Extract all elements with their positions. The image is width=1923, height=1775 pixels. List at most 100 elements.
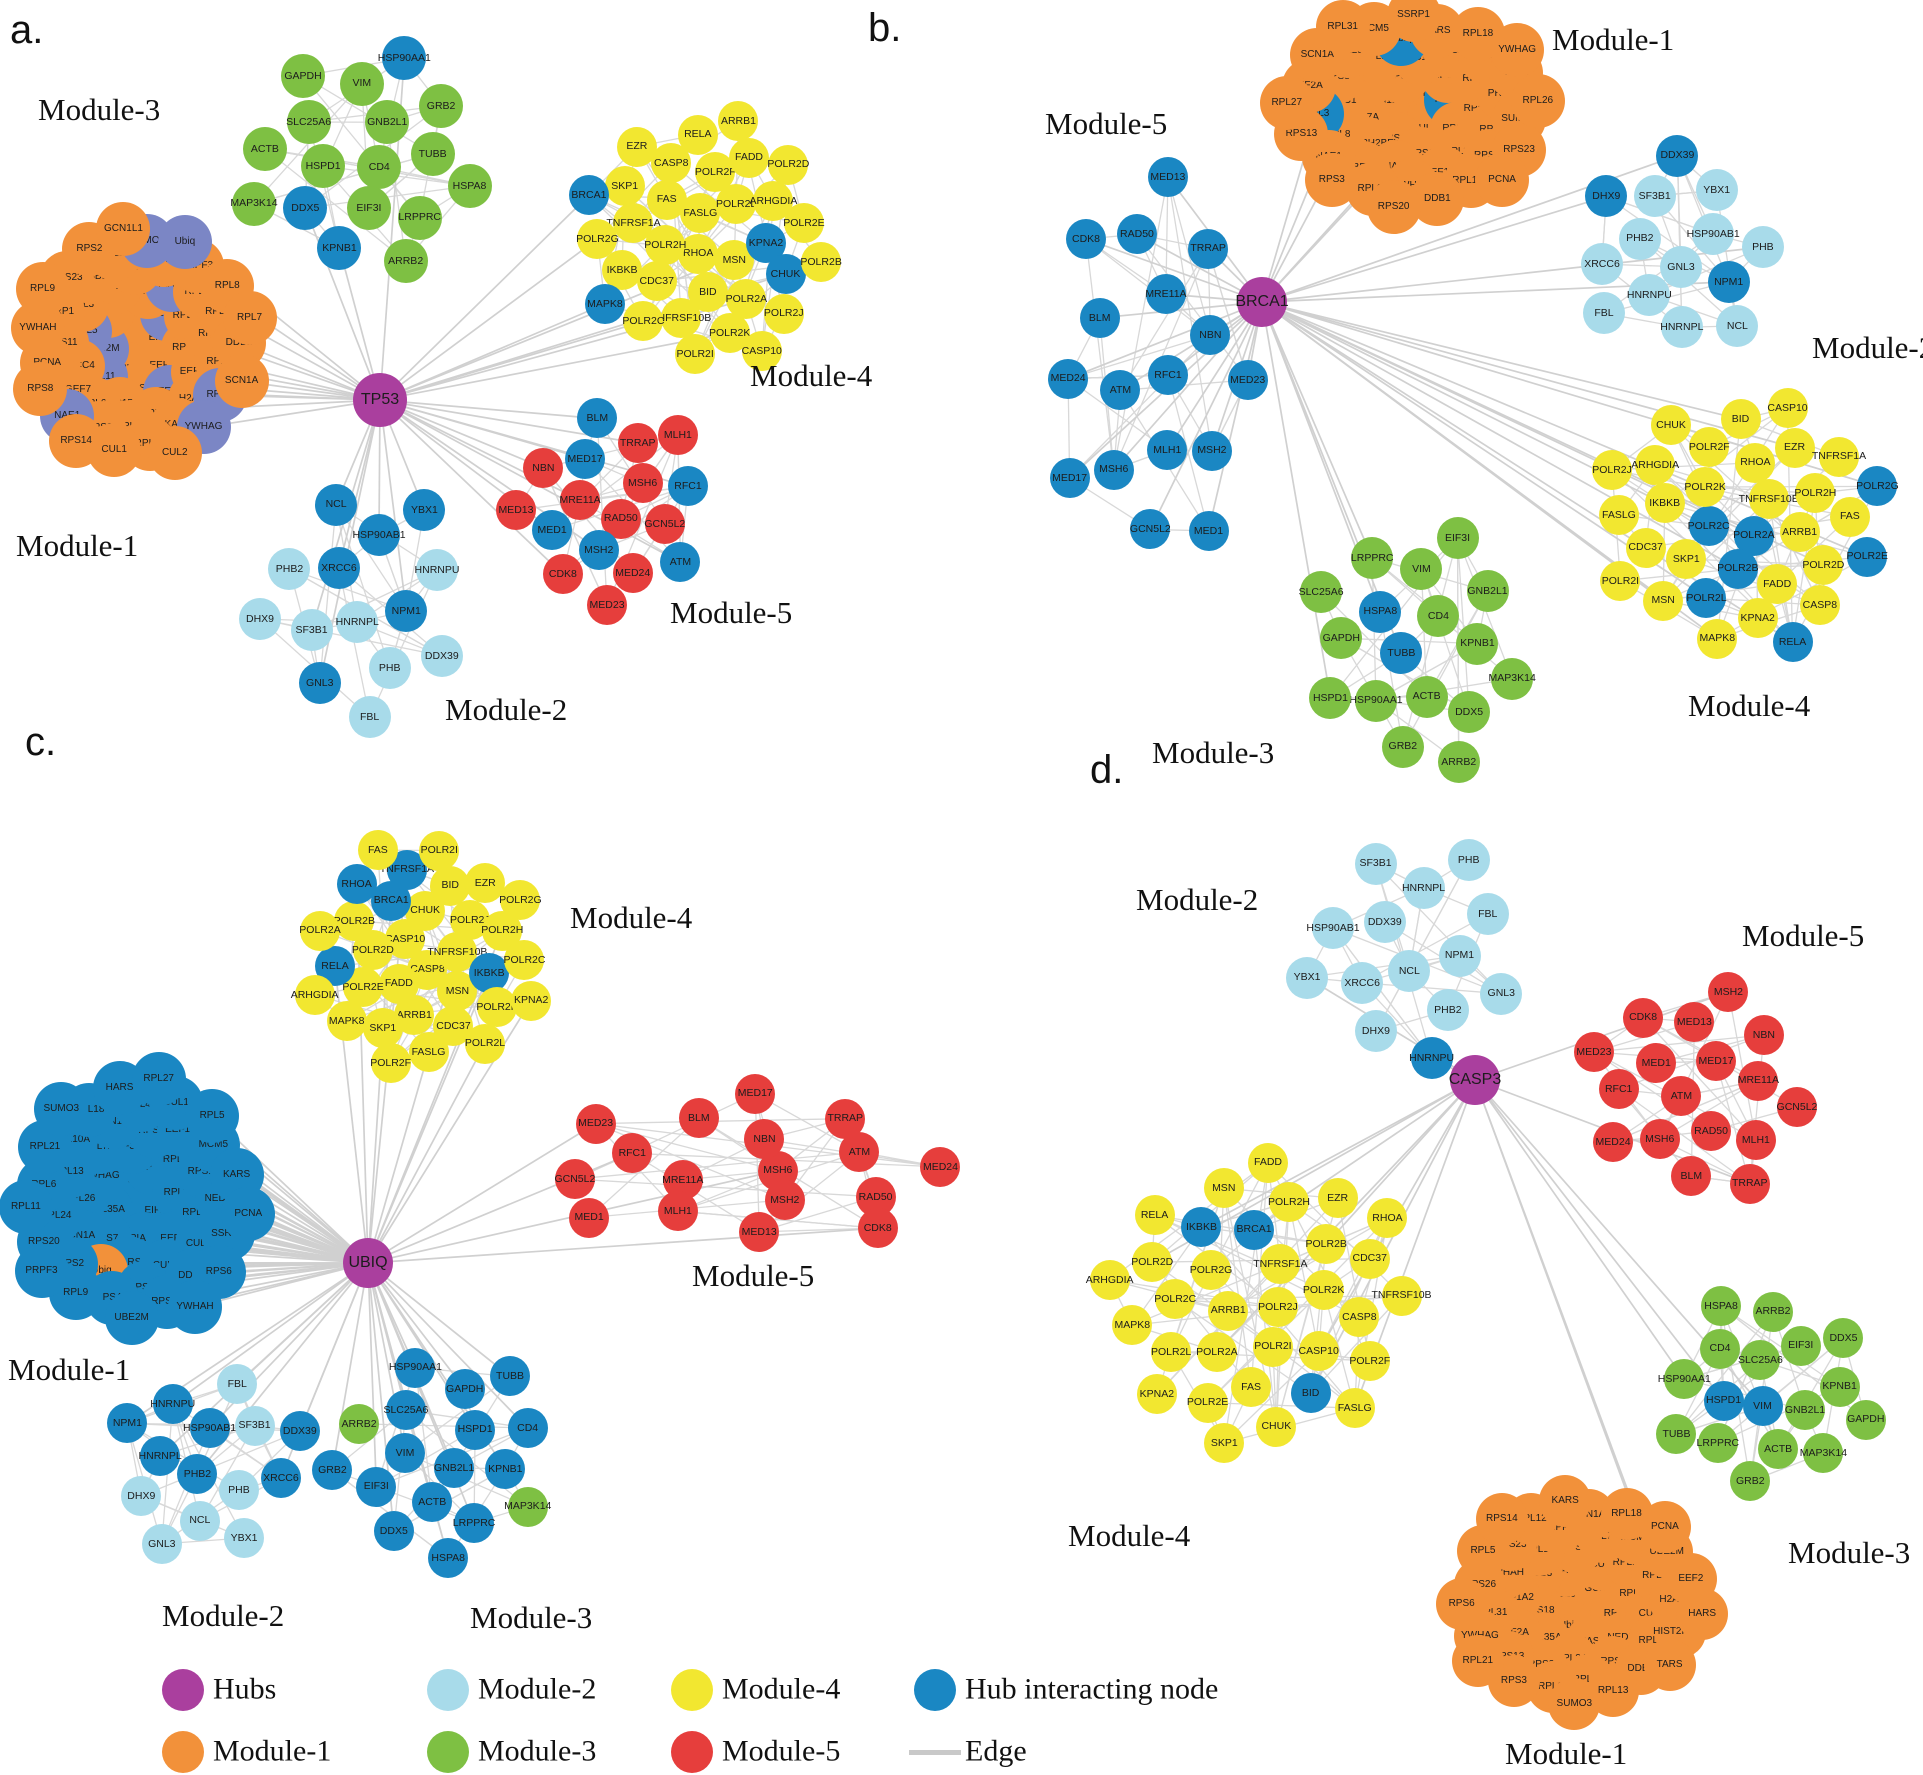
node-mlh1[interactable]: MLH1 — [1147, 430, 1188, 471]
node-hsp90ab1[interactable]: HSP90AB1 — [352, 514, 406, 557]
node-ddx39[interactable]: DDX39 — [420, 634, 463, 677]
node-map3k14[interactable]: MAP3K14 — [1489, 657, 1536, 700]
node-polr2l[interactable]: POLR2L — [1151, 1331, 1191, 1372]
node-polr2e[interactable]: POLR2E — [783, 203, 825, 244]
node-mlh1[interactable]: MLH1 — [657, 415, 698, 456]
node-arrb2[interactable]: ARRB2 — [1752, 1291, 1793, 1332]
node-mapk8[interactable]: MAPK8 — [584, 284, 625, 325]
node-hsp90ab1[interactable]: HSP90AB1 — [1306, 907, 1360, 950]
hub-node-tp53[interactable]: TP53 — [353, 373, 407, 427]
node-polr2d[interactable]: POLR2D — [1802, 544, 1844, 585]
node-blm[interactable]: BLM — [678, 1098, 719, 1139]
node-nbn[interactable]: NBN — [523, 447, 564, 488]
node-hspa8[interactable]: HSPA8 — [1359, 590, 1402, 633]
node-map3k14[interactable]: MAP3K14 — [504, 1486, 551, 1527]
node-sf3b1[interactable]: SF3B1 — [1633, 174, 1676, 217]
node-tnfrsf1a[interactable]: TNFRSF1A — [1812, 436, 1866, 477]
node-rpl26[interactable]: RPL26 — [1510, 73, 1565, 128]
node-ncl[interactable]: NCL — [1716, 304, 1759, 347]
node-ube2m[interactable]: UBE2M — [104, 1291, 159, 1346]
node-polr2j[interactable]: POLR2J — [763, 293, 804, 334]
node-ezr[interactable]: EZR — [465, 862, 506, 903]
node-hsp90ab1[interactable]: HSP90AB1 — [183, 1407, 236, 1448]
node-polr2b[interactable]: POLR2B — [334, 900, 375, 941]
node-rps3[interactable]: RPS3 — [1304, 152, 1359, 207]
node-mre11a[interactable]: MRE11A — [1145, 273, 1187, 314]
node-gnl3[interactable]: GNL3 — [141, 1523, 182, 1564]
node-med1[interactable]: MED1 — [1188, 510, 1229, 551]
node-cdk8[interactable]: CDK8 — [857, 1208, 898, 1249]
node-ezr[interactable]: EZR — [1774, 427, 1815, 468]
node-gnb2l1[interactable]: GNB2L1 — [1785, 1389, 1825, 1430]
node-polr2h[interactable]: POLR2H — [1268, 1182, 1310, 1223]
node-gcn1l1[interactable]: GCN1L1 — [96, 201, 151, 256]
node-lrpprc[interactable]: LRPPRC — [397, 195, 442, 240]
node-med17[interactable]: MED17 — [565, 438, 606, 479]
node-fbl[interactable]: FBL — [1582, 292, 1625, 335]
node-polr2j[interactable]: POLR2J — [1257, 1287, 1298, 1328]
node-phb[interactable]: PHB — [368, 647, 411, 690]
node-rela[interactable]: RELA — [677, 114, 718, 155]
node-rps20[interactable]: RPS20 — [1366, 180, 1421, 235]
node-phb[interactable]: PHB — [1447, 839, 1490, 882]
node-cdc37[interactable]: CDC37 — [1625, 527, 1666, 568]
node-ybx1[interactable]: YBX1 — [403, 489, 446, 532]
node-polr2i[interactable]: POLR2I — [675, 334, 716, 375]
node-vim[interactable]: VIM — [1400, 547, 1443, 590]
node-polr2e[interactable]: POLR2E — [1847, 536, 1888, 577]
node-polr2i[interactable]: POLR2I — [419, 830, 460, 871]
node-casp8[interactable]: CASP8 — [1799, 585, 1840, 626]
node-gapdh[interactable]: GAPDH — [1845, 1399, 1886, 1440]
node-eif3i[interactable]: EIF3I — [1780, 1325, 1821, 1366]
node-npm1[interactable]: NPM1 — [1438, 934, 1481, 977]
node-gnl3[interactable]: GNL3 — [1660, 245, 1702, 288]
node-slc25a6[interactable]: SLC25A6 — [1299, 571, 1344, 614]
node-eif3i[interactable]: EIF3I — [1436, 516, 1479, 559]
node-hnrnpu[interactable]: HNRNPU — [415, 548, 459, 591]
node-eif3i[interactable]: EIF3I — [356, 1466, 397, 1507]
node-arhgdia[interactable]: ARHGDIA — [1086, 1259, 1134, 1300]
hub-node-casp3[interactable]: CASP3 — [1449, 1055, 1501, 1105]
node-tubb[interactable]: TUBB — [410, 131, 455, 176]
node-ywhah[interactable]: YWHAH — [168, 1279, 223, 1334]
node-bid[interactable]: BID — [1290, 1373, 1331, 1414]
node-casp10[interactable]: CASP10 — [1299, 1331, 1339, 1372]
node-rpl27[interactable]: RPL27 — [131, 1052, 186, 1107]
node-slc25a6[interactable]: SLC25A6 — [286, 99, 331, 144]
node-gcn5l2[interactable]: GCN5L2 — [1130, 509, 1171, 550]
node-ddx5[interactable]: DDX5 — [373, 1510, 414, 1551]
node-trrap[interactable]: TRRAP — [1188, 228, 1229, 269]
node-med24[interactable]: MED24 — [612, 553, 653, 594]
node-kars[interactable]: KARS — [1539, 1474, 1592, 1527]
node-xrcc6[interactable]: XRCC6 — [260, 1457, 301, 1498]
node-trrap[interactable]: TRRAP — [617, 423, 658, 464]
node-kpnb1[interactable]: KPNB1 — [1819, 1366, 1860, 1407]
node-slc25a6[interactable]: SLC25A6 — [383, 1390, 428, 1431]
node-mapk8[interactable]: MAPK8 — [326, 1000, 367, 1041]
node-hspd1[interactable]: HSPD1 — [1309, 677, 1352, 720]
node-gnb2l1[interactable]: GNB2L1 — [1466, 570, 1509, 613]
node-arrb2[interactable]: ARRB2 — [383, 238, 428, 283]
node-rps14[interactable]: RPS14 — [1475, 1492, 1528, 1545]
node-faslg[interactable]: FASLG — [408, 1031, 449, 1072]
node-ddx5[interactable]: DDX5 — [1448, 690, 1491, 733]
node-fadd[interactable]: FADD — [729, 137, 769, 178]
node-hspd1[interactable]: HSPD1 — [1703, 1380, 1744, 1421]
node-hspd1[interactable]: HSPD1 — [301, 143, 346, 188]
node-med23[interactable]: MED23 — [1227, 359, 1268, 400]
node-cd4[interactable]: CD4 — [507, 1408, 548, 1449]
node-kpnb1[interactable]: KPNB1 — [485, 1448, 526, 1489]
node-xrcc6[interactable]: XRCC6 — [1580, 243, 1623, 286]
node-med23[interactable]: MED23 — [1573, 1031, 1614, 1072]
node-mlh1[interactable]: MLH1 — [657, 1191, 698, 1232]
node-prpf3[interactable]: PRPF3 — [14, 1244, 69, 1299]
node-grb2[interactable]: GRB2 — [419, 83, 464, 128]
node-polr2f[interactable]: POLR2F — [370, 1042, 411, 1083]
node-trrap[interactable]: TRRAP — [1729, 1163, 1770, 1204]
node-ubiq[interactable]: Ubiq — [157, 215, 212, 270]
node-msn[interactable]: MSN — [1203, 1168, 1244, 1209]
node-msh2[interactable]: MSH2 — [764, 1179, 805, 1220]
node-pcna[interactable]: PCNA — [1475, 152, 1530, 207]
node-rhoa[interactable]: RHOA — [336, 864, 377, 905]
node-hnrnpu[interactable]: HNRNPU — [1409, 1037, 1454, 1080]
